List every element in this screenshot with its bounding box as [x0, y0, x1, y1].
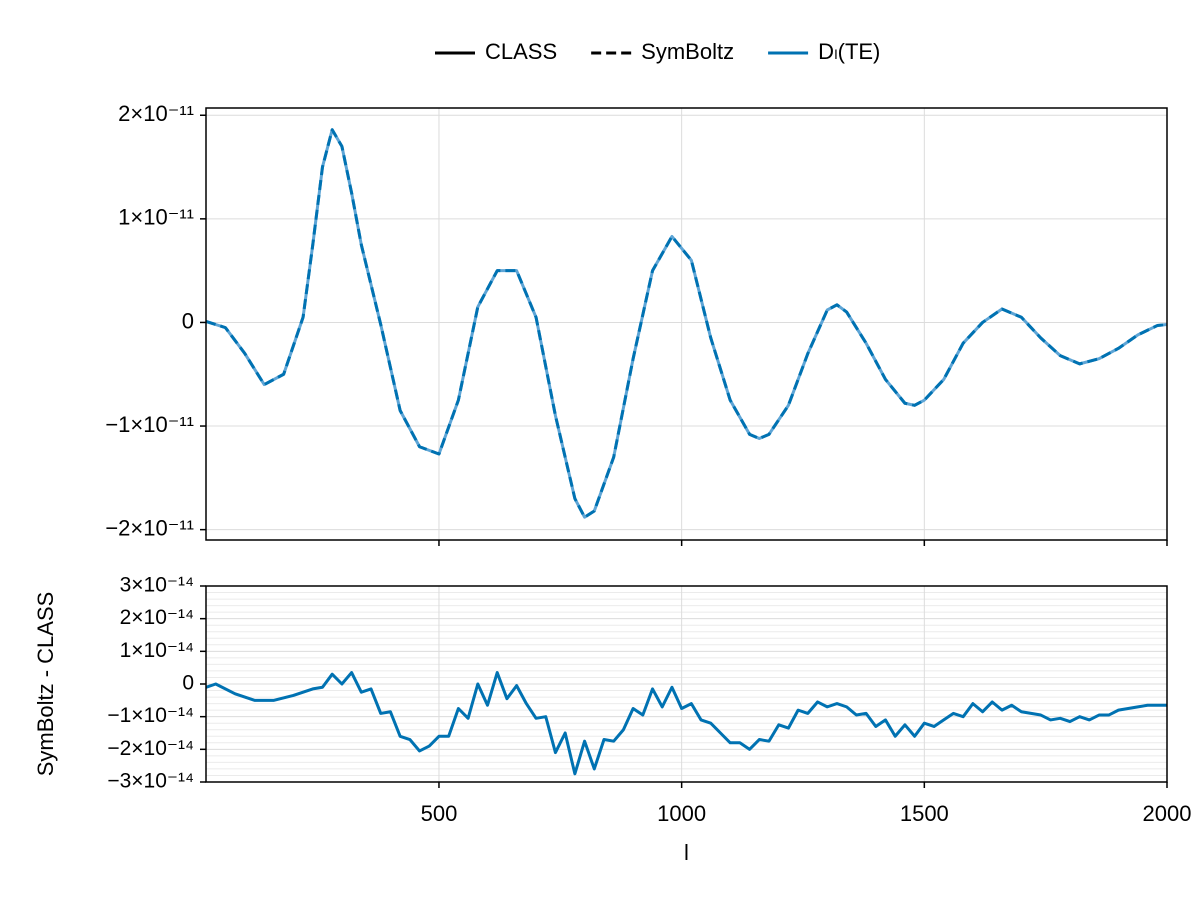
y-tick-label: 2×10⁻¹¹ — [118, 101, 194, 126]
series-line — [205, 128, 1168, 519]
y-tick-label: −3×10⁻¹⁴ — [107, 770, 194, 793]
x-axis-label: l — [684, 840, 689, 865]
y-tick-label: 0 — [182, 308, 194, 333]
y-tick-label: 0 — [182, 672, 194, 695]
legend-label: Dₗ(TE) — [818, 39, 880, 64]
y-axis-label: SymBoltz - CLASS — [33, 592, 58, 777]
y-tick-label: 2×10⁻¹⁴ — [120, 606, 194, 629]
x-tick-label: 1500 — [900, 801, 949, 826]
legend-label: CLASS — [485, 39, 557, 64]
x-tick-label: 1000 — [657, 801, 706, 826]
y-tick-label: −2×10⁻¹⁴ — [107, 737, 194, 760]
y-tick-label: 1×10⁻¹¹ — [118, 205, 194, 230]
series-line — [205, 671, 1167, 776]
x-tick-label: 500 — [421, 801, 458, 826]
x-tick-label: 2000 — [1143, 801, 1192, 826]
y-tick-label: 3×10⁻¹⁴ — [120, 574, 194, 597]
y-tick-label: −1×10⁻¹¹ — [105, 412, 194, 437]
y-tick-label: −1×10⁻¹⁴ — [107, 704, 194, 727]
y-tick-label: −2×10⁻¹¹ — [105, 515, 194, 540]
y-tick-label: 1×10⁻¹⁴ — [120, 639, 194, 662]
plot-frame — [205, 107, 1168, 541]
legend-label: SymBoltz — [641, 39, 734, 64]
